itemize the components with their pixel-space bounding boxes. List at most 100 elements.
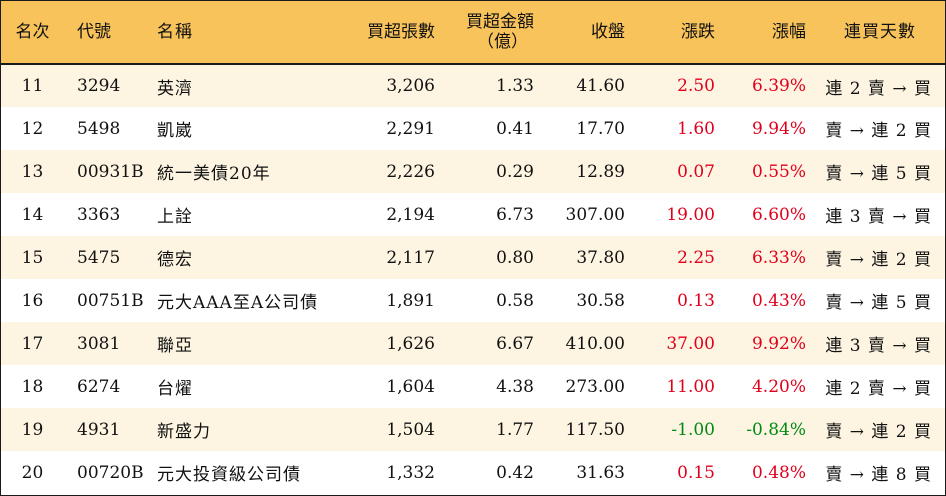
cell-close: 117.50 — [565, 419, 625, 440]
cell-net-buy-lots: 2,117 — [386, 247, 435, 268]
cell-streak: 賣 → 連 5 買 — [825, 293, 932, 313]
cell-name: 德宏 — [157, 250, 193, 270]
cell-change-pct: 6.60% — [751, 204, 806, 225]
header-net-buy-amount-line2: （億） — [477, 32, 528, 52]
cell-net-buy-amount: 6.67 — [496, 333, 534, 354]
table-row: 16 00751B 元大AAA至A公司債 1,891 0.58 30.58 0.… — [1, 279, 945, 322]
cell-net-buy-lots: 2,291 — [386, 118, 435, 139]
cell-change: 2.50 — [677, 76, 715, 96]
cell-streak: 連 3 賣 → 買 — [825, 336, 932, 356]
cell-code: 6274 — [77, 376, 121, 397]
cell-streak: 賣 → 連 2 買 — [825, 250, 932, 270]
cell-net-buy-lots: 1,891 — [386, 290, 435, 311]
cell-name: 聯亞 — [157, 336, 193, 356]
cell-rank: 12 — [21, 118, 44, 139]
cell-net-buy-lots: 2,226 — [386, 161, 435, 182]
cell-change-pct: 9.94% — [751, 118, 806, 139]
cell-code: 4931 — [77, 419, 121, 440]
cell-change: 37.00 — [666, 333, 715, 354]
table-row: 11 3294 英濟 3,206 1.33 41.60 2.50 6.39% 連… — [1, 64, 945, 107]
cell-name: 台燿 — [157, 379, 193, 399]
table-body: 11 3294 英濟 3,206 1.33 41.60 2.50 6.39% 連… — [1, 64, 945, 494]
cell-streak: 賣 → 連 5 買 — [825, 164, 932, 184]
header-code: 代號 — [64, 1, 140, 65]
cell-streak: 賣 → 連 2 買 — [825, 422, 932, 442]
cell-close: 37.80 — [576, 247, 625, 268]
cell-name: 凱崴 — [157, 121, 193, 141]
header-close: 收盤 — [543, 1, 634, 65]
cell-change: 1.60 — [677, 118, 715, 139]
cell-rank: 19 — [21, 419, 44, 440]
cell-rank: 15 — [21, 247, 44, 268]
table-row: 20 00720B 元大投資級公司債 1,332 0.42 31.63 0.15… — [1, 451, 945, 494]
cell-change-pct: 0.43% — [751, 290, 806, 311]
cell-change-pct: 9.92% — [751, 333, 806, 354]
cell-streak: 連 3 賣 → 買 — [825, 207, 932, 227]
cell-rank: 14 — [21, 204, 44, 225]
cell-name: 新盛力 — [157, 422, 211, 442]
cell-close: 17.70 — [576, 118, 625, 139]
cell-net-buy-amount: 4.38 — [496, 376, 534, 397]
cell-net-buy-amount: 0.80 — [496, 247, 534, 268]
cell-code: 00720B — [77, 462, 144, 483]
cell-streak: 賣 → 連 8 買 — [825, 465, 932, 485]
header-net-buy-lots: 買超張數 — [351, 1, 444, 65]
cell-close: 31.63 — [576, 462, 625, 483]
cell-net-buy-amount: 0.29 — [496, 161, 534, 182]
cell-change: 11.00 — [666, 376, 715, 397]
cell-net-buy-lots: 1,604 — [386, 376, 435, 397]
header-name: 名稱 — [140, 1, 351, 65]
cell-net-buy-lots: 1,332 — [386, 462, 435, 483]
cell-change: 0.15 — [677, 462, 715, 483]
table-row: 17 3081 聯亞 1,626 6.67 410.00 37.00 9.92%… — [1, 322, 945, 365]
cell-net-buy-amount: 1.77 — [496, 419, 534, 440]
header-streak: 連買天數 — [815, 1, 945, 65]
header-change: 漲跌 — [634, 1, 724, 65]
cell-name: 英濟 — [157, 78, 193, 99]
cell-code: 3294 — [77, 76, 121, 96]
table-row: 15 5475 德宏 2,117 0.80 37.80 2.25 6.33% 賣… — [1, 236, 945, 279]
cell-name: 上詮 — [157, 207, 193, 227]
table-row: 13 00931B 統一美債20年 2,226 0.29 12.89 0.07 … — [1, 150, 945, 193]
cell-code: 5498 — [77, 118, 121, 139]
cell-change: -1.00 — [671, 419, 715, 440]
cell-rank: 16 — [21, 290, 44, 311]
cell-streak: 連 2 賣 → 買 — [825, 78, 932, 99]
cell-code: 3081 — [77, 333, 121, 354]
cell-streak: 連 2 賣 → 買 — [825, 379, 932, 399]
cell-name: 元大投資級公司債 — [157, 465, 301, 485]
cell-close: 307.00 — [565, 204, 625, 225]
header-change-pct: 漲幅 — [724, 1, 815, 65]
header-rank: 名次 — [1, 1, 64, 65]
cell-rank: 17 — [21, 333, 44, 354]
header-net-buy-amount-line1: 買超金額 — [466, 12, 534, 32]
table-row: 18 6274 台燿 1,604 4.38 273.00 11.00 4.20%… — [1, 365, 945, 408]
cell-close: 12.89 — [576, 161, 625, 182]
cell-rank: 20 — [21, 462, 44, 483]
cell-net-buy-amount: 0.58 — [496, 290, 534, 311]
table-row: 14 3363 上詮 2,194 6.73 307.00 19.00 6.60%… — [1, 193, 945, 236]
cell-rank: 13 — [21, 161, 44, 182]
cell-code: 00931B — [77, 161, 144, 182]
cell-net-buy-amount: 0.42 — [496, 462, 534, 483]
header-net-buy-amount: 買超金額 （億） — [444, 1, 543, 65]
cell-change: 19.00 — [666, 204, 715, 225]
table-row: 12 5498 凱崴 2,291 0.41 17.70 1.60 9.94% 賣… — [1, 107, 945, 150]
cell-net-buy-lots: 2,194 — [386, 204, 435, 225]
cell-net-buy-amount: 1.33 — [496, 76, 534, 96]
cell-net-buy-lots: 3,206 — [386, 76, 435, 96]
table-row: 19 4931 新盛力 1,504 1.77 117.50 -1.00 -0.8… — [1, 408, 945, 451]
cell-code: 3363 — [77, 204, 121, 225]
cell-net-buy-lots: 1,504 — [386, 419, 435, 440]
cell-change: 2.25 — [677, 247, 715, 268]
cell-code: 5475 — [77, 247, 121, 268]
cell-change-pct: 0.55% — [751, 161, 806, 182]
cell-name: 統一美債20年 — [157, 164, 271, 184]
cell-change-pct: 4.20% — [751, 376, 806, 397]
cell-net-buy-lots: 1,626 — [386, 333, 435, 354]
cell-close: 410.00 — [565, 333, 625, 354]
cell-net-buy-amount: 0.41 — [496, 118, 534, 139]
cell-close: 273.00 — [565, 376, 625, 397]
